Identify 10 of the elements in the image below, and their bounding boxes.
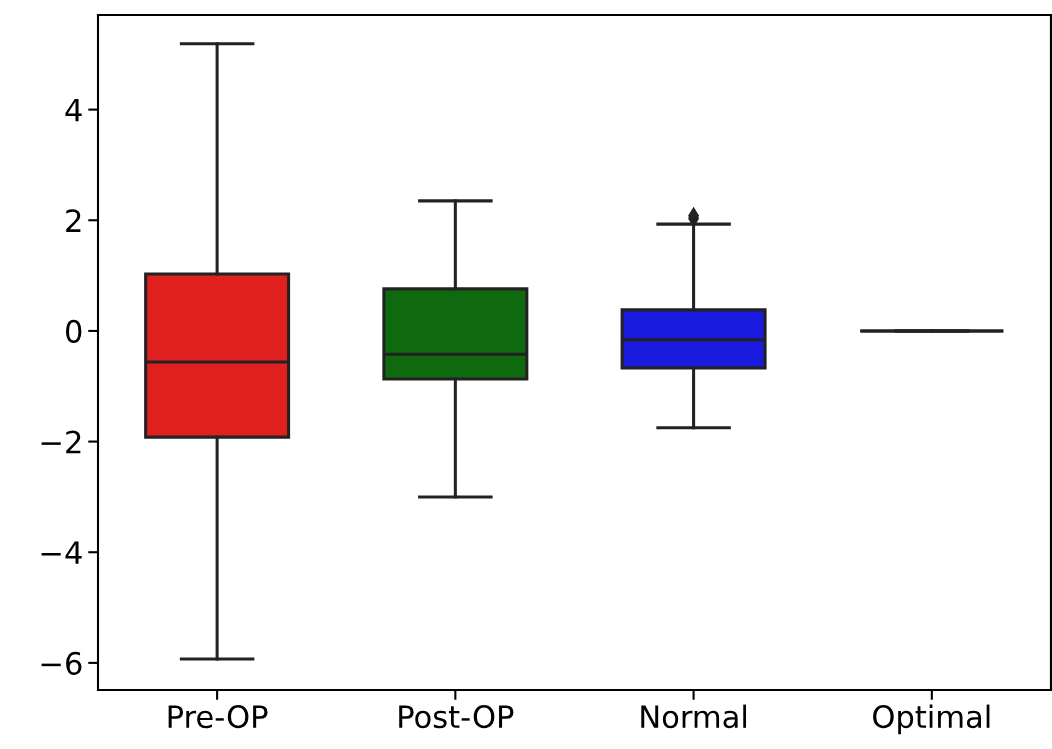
- y-tick-label: 0: [65, 319, 82, 343]
- y-tick-label: −4: [41, 541, 82, 564]
- x-tick-label: Pre-OP: [168, 705, 268, 729]
- y-tick-label: −2: [41, 430, 81, 454]
- y-tick-label: 4: [65, 98, 82, 122]
- y-tick-label: 2: [66, 209, 81, 232]
- x-tick-label: Optimal: [873, 704, 990, 735]
- y-tick-label: −6: [41, 651, 82, 675]
- x-tick-label: Post-OP: [399, 705, 514, 729]
- x-tick-label: Normal: [641, 704, 747, 729]
